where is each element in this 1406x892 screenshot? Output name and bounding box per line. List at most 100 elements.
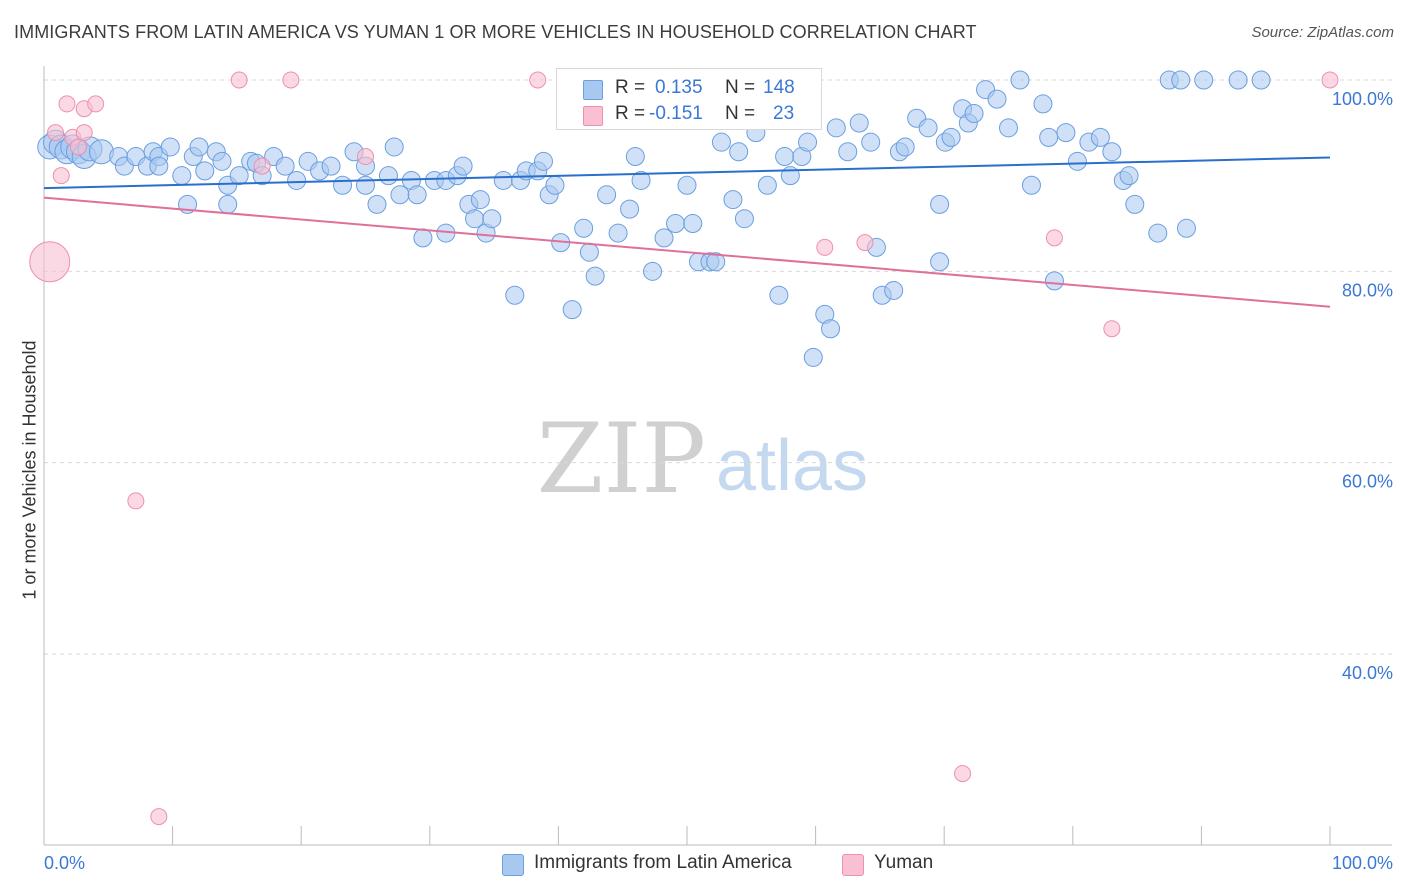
pink-point	[52, 167, 70, 185]
pink-point	[75, 124, 93, 142]
y-tick-label-80: 80.0%	[1342, 280, 1393, 300]
blue-point	[666, 214, 686, 233]
blue-point	[861, 132, 881, 152]
blue-point	[287, 170, 307, 190]
blue-point	[275, 156, 295, 176]
blue-point	[1021, 175, 1041, 195]
blue-point	[1251, 70, 1271, 90]
pink-point	[954, 765, 972, 783]
blue-point	[465, 209, 485, 229]
blue-point	[608, 223, 628, 243]
y-axis-label: 1 or more Vehicles in Household	[19, 340, 40, 600]
blue-point	[356, 175, 375, 195]
blue-point	[1090, 127, 1110, 147]
blue-point	[677, 175, 697, 195]
blue-point	[706, 252, 726, 272]
stats-row-blue: R = 0.135 N = 148	[557, 75, 821, 103]
blue-point	[453, 156, 473, 176]
pink-point	[127, 492, 145, 510]
blue-point	[189, 137, 209, 157]
blue-point	[798, 132, 818, 152]
blue-trend-line	[43, 156, 1331, 190]
pink-point	[1045, 229, 1063, 247]
blue-point	[1194, 70, 1214, 90]
pink-point	[87, 95, 105, 113]
pink-swatch	[583, 106, 603, 126]
pink-point	[529, 71, 547, 89]
blue-point	[493, 170, 513, 190]
blue-point	[88, 139, 114, 165]
yuman-label: Yuman	[874, 852, 934, 873]
pink-point	[69, 138, 87, 156]
blue-point	[562, 300, 582, 320]
blue-point	[918, 118, 938, 138]
blue-point	[212, 151, 232, 171]
pink-point	[1321, 71, 1339, 89]
blue-point	[195, 161, 215, 181]
blue-point	[930, 252, 950, 272]
blue-point	[734, 209, 754, 229]
blue-point	[711, 132, 731, 152]
blue-point	[367, 194, 387, 214]
y-tick-label-40: 40.0%	[1342, 663, 1393, 683]
blue-point	[1102, 142, 1122, 162]
pink-point	[856, 234, 874, 252]
blue-point	[826, 118, 846, 138]
watermark-zip: ZIP	[537, 403, 706, 515]
blue-point	[769, 285, 789, 305]
blue-point	[1044, 271, 1064, 291]
blue-point	[654, 228, 674, 248]
blue-point	[229, 166, 249, 186]
blue-point	[597, 185, 617, 205]
blue-point	[821, 319, 841, 339]
pink-trend-line	[43, 196, 1331, 308]
stats-legend: R = 0.135 N = 148 R = -0.151 N = 23	[556, 68, 822, 130]
blue-point	[482, 209, 502, 229]
watermark-atlas: atlas	[716, 426, 868, 506]
blue-point	[757, 175, 777, 195]
blue-n-label: N =	[725, 77, 756, 98]
blue-point	[1148, 223, 1168, 243]
blue-point	[585, 266, 605, 286]
pink-point	[29, 241, 71, 283]
blue-point	[775, 147, 795, 167]
y-tick-label-60: 60.0%	[1342, 472, 1393, 492]
blue-r-value: 0.135	[655, 77, 703, 98]
pink-r-label: R =	[615, 103, 646, 124]
blue-point	[218, 194, 238, 214]
blue-r-label: R =	[615, 77, 646, 98]
blue-point	[384, 137, 404, 157]
blue-swatch	[583, 80, 603, 100]
blue-point	[849, 113, 869, 133]
blue-point	[390, 185, 410, 205]
pink-point	[1103, 320, 1121, 338]
source-credit: Source: ZipAtlas.com	[1251, 24, 1394, 41]
blue-point	[333, 175, 353, 195]
blue-point	[579, 242, 599, 262]
blue-point	[999, 118, 1018, 138]
blue-point	[631, 170, 651, 190]
pink-point	[58, 95, 76, 113]
blue-point	[987, 89, 1007, 109]
blue-point	[1125, 194, 1145, 214]
blue-point	[1228, 70, 1248, 90]
blue-point	[1033, 94, 1053, 114]
pink-point	[253, 157, 271, 175]
blue-point	[643, 261, 663, 281]
blue-point	[1176, 218, 1196, 238]
latin-america-label: Immigrants from Latin America	[534, 852, 792, 873]
pink-point	[357, 148, 374, 166]
pink-n-value: 23	[773, 103, 795, 124]
blue-point	[625, 147, 645, 167]
blue-point	[884, 280, 904, 300]
y-tick-label-100: 100.0%	[1332, 89, 1393, 109]
blue-point	[1039, 127, 1059, 147]
blue-point	[378, 166, 398, 186]
blue-point	[895, 137, 915, 157]
blue-point	[729, 142, 749, 162]
x-tick-label-100: 100.0%	[1332, 853, 1393, 873]
blue-point	[149, 156, 169, 176]
blue-point	[1067, 151, 1087, 171]
blue-point	[838, 142, 858, 162]
